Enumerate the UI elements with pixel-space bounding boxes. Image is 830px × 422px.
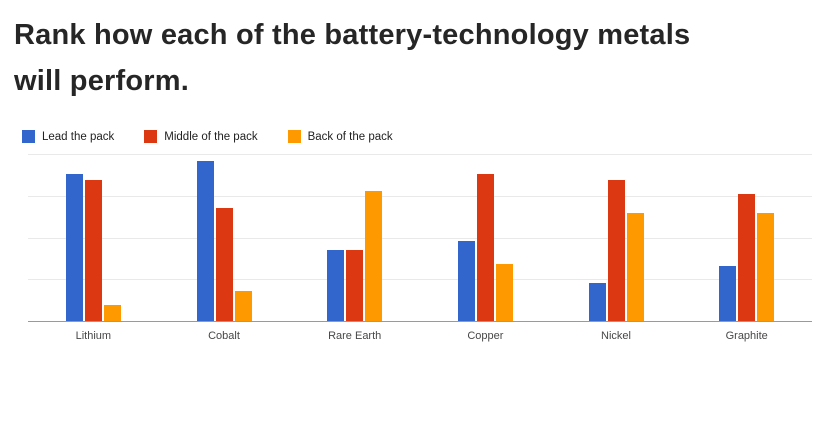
x-axis-line <box>28 321 812 322</box>
group-cell-lithium <box>28 155 159 322</box>
category-axis-labels: Lithium Cobalt Rare Earth Copper Nickel Graph… <box>28 330 812 342</box>
bar-group-graphite <box>719 155 775 322</box>
bar-lithium-lead-the-pack[interactable] <box>65 174 83 322</box>
legend-swatch-icon <box>144 130 158 143</box>
category-label-lithium: Lithium <box>75 330 112 342</box>
bar-cobalt-back-of-the-pack[interactable] <box>234 291 252 322</box>
bar-nickel-middle-of-the-pack[interactable] <box>607 180 625 322</box>
bar-cobalt-lead-the-pack[interactable] <box>196 160 214 322</box>
group-cell-cobalt <box>159 155 290 322</box>
category-label-nickel: Nickel <box>601 330 631 342</box>
legend-swatch-icon <box>287 130 301 143</box>
bar-graphite-lead-the-pack[interactable] <box>719 266 737 322</box>
legend-item-middle-of-the-pack: Middle of the pack <box>144 130 258 143</box>
plot-area <box>28 154 812 322</box>
bar-groups <box>28 155 812 322</box>
bar-copper-back-of-the-pack[interactable] <box>495 263 513 322</box>
bar-copper-middle-of-the-pack[interactable] <box>476 174 494 322</box>
bar-lithium-back-of-the-pack[interactable] <box>103 305 121 322</box>
bar-graphite-middle-of-the-pack[interactable] <box>738 193 756 322</box>
gridline <box>28 237 812 239</box>
gridline <box>28 154 812 155</box>
group-cell-graphite <box>681 155 812 322</box>
bar-rare-earth-back-of-the-pack[interactable] <box>365 191 383 322</box>
bar-nickel-back-of-the-pack[interactable] <box>626 213 644 322</box>
legend-label: Middle of the pack <box>164 130 258 143</box>
group-cell-copper <box>420 155 551 322</box>
bar-group-cobalt <box>196 155 252 322</box>
category-label-rare-earth: Rare Earth <box>328 330 382 342</box>
bar-graphite-back-of-the-pack[interactable] <box>757 213 775 322</box>
bar-cobalt-middle-of-the-pack[interactable] <box>215 207 233 322</box>
chart-title: Rank how each of the battery-technology … <box>14 19 691 97</box>
group-cell-nickel <box>551 155 682 322</box>
chart-legend: Lead the pack Middle of the pack Back of t… <box>22 130 830 143</box>
legend-label: Lead the pack <box>42 130 115 143</box>
category-label-cobalt: Cobalt <box>208 330 240 342</box>
legend-label: Back of the pack <box>307 130 393 143</box>
category-label-copper: Copper <box>467 330 504 342</box>
bar-group-copper <box>457 155 513 322</box>
legend-item-back-of-the-pack: Back of the pack <box>287 130 393 143</box>
gridline <box>28 279 812 281</box>
bar-group-lithium <box>65 155 121 322</box>
bar-group-rare-earth <box>327 155 383 322</box>
bar-copper-lead-the-pack[interactable] <box>457 241 475 322</box>
group-cell-rare-earth <box>289 155 420 322</box>
bar-group-nickel <box>588 155 644 322</box>
bar-nickel-lead-the-pack[interactable] <box>588 283 606 322</box>
bar-rare-earth-lead-the-pack[interactable] <box>327 249 345 322</box>
gridline <box>28 195 812 197</box>
bar-lithium-middle-of-the-pack[interactable] <box>84 180 102 322</box>
category-label-graphite: Graphite <box>725 330 768 342</box>
bar-rare-earth-middle-of-the-pack[interactable] <box>346 249 364 322</box>
legend-item-lead-the-pack: Lead the pack <box>22 130 114 143</box>
legend-swatch-icon <box>22 130 35 143</box>
